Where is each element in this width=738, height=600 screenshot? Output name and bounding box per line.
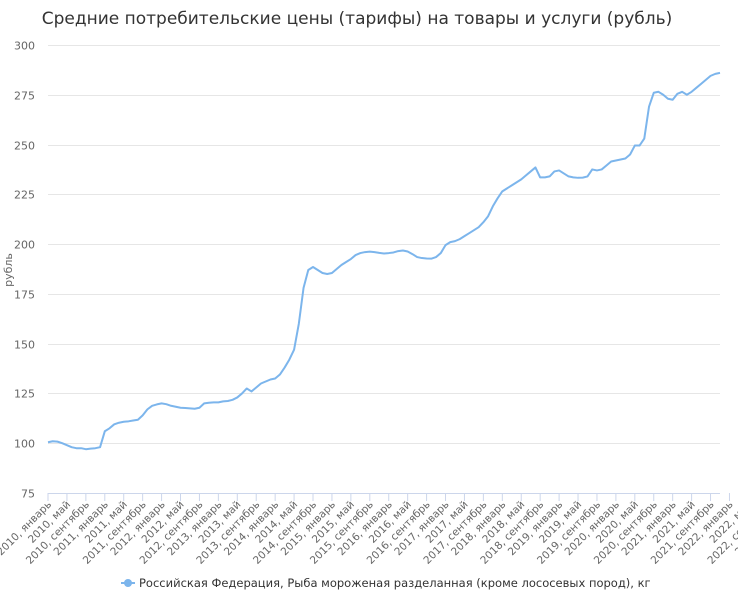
y-tick-label: 125 [14, 388, 35, 401]
y-tick-label: 75 [21, 488, 35, 501]
grid-lines [48, 45, 720, 444]
y-tick-label: 225 [14, 189, 35, 202]
legend-label: Российская Федерация, Рыба мороженая раз… [139, 576, 651, 590]
y-tick-label: 275 [14, 90, 35, 103]
series-line[interactable] [47, 71, 721, 451]
y-tick-label: 150 [14, 339, 35, 352]
y-tick-label: 300 [14, 40, 35, 53]
y-axis-ticks: 75 100 125 150 175 200 225 250 275 300 [14, 40, 35, 501]
y-axis-title: рубль [2, 253, 15, 287]
legend-marker [124, 579, 132, 587]
y-tick-label: 200 [14, 239, 35, 252]
series-group [47, 71, 721, 451]
legend[interactable]: Российская Федерация, Рыба мороженая раз… [121, 576, 651, 590]
y-tick-label: 100 [14, 438, 35, 451]
y-tick-label: 250 [14, 140, 35, 153]
y-tick-label: 175 [14, 289, 35, 302]
chart-title: Средние потребительские цены (тарифы) на… [42, 9, 673, 29]
